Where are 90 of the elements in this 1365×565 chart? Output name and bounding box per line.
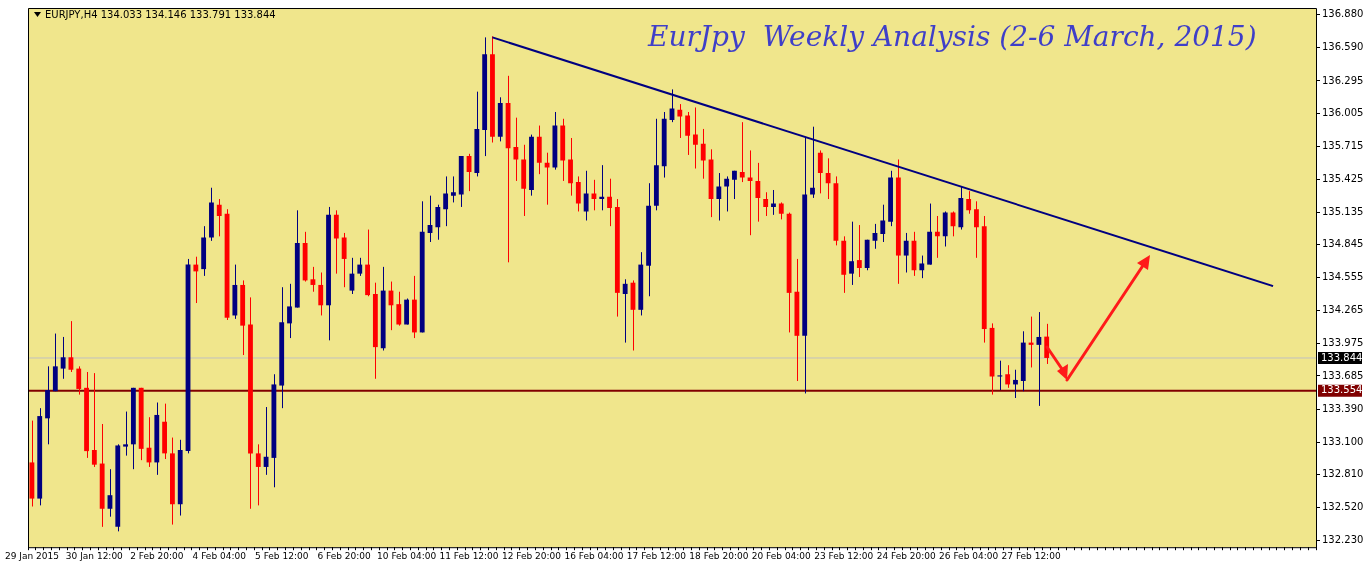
y-tick-label: 133.100: [1322, 435, 1364, 447]
candlestick: [544, 152, 550, 206]
candlestick: [193, 256, 199, 304]
x-tick-label: 12 Feb 20:00: [501, 550, 562, 561]
text: EurJpy Weekly Analysis (2-6 March, 2015): [648, 20, 1257, 53]
candlestick: [677, 103, 683, 139]
candlestick: [76, 365, 82, 396]
y-tick-label: 136.005: [1322, 107, 1364, 119]
candlestick: [810, 126, 815, 199]
x-tick-label: 29 Jan 2015: [4, 550, 59, 561]
candlestick: [724, 175, 730, 212]
candlestick: [443, 175, 449, 227]
candlestick: [451, 175, 456, 203]
candlestick: [318, 272, 324, 316]
candlestick: [216, 198, 222, 237]
x-tick-label: 20 Feb 04:00: [751, 550, 812, 561]
candlestick: [396, 291, 402, 327]
candlestick: [91, 372, 97, 468]
candlestick: [333, 209, 339, 275]
y-tick-label: 133.390: [1322, 402, 1364, 414]
candlestick: [575, 175, 581, 212]
x-tick-label: 18 Feb 20:00: [689, 550, 749, 561]
candlestick: [942, 210, 948, 248]
candlestick: [1005, 364, 1011, 389]
candlestick: [1013, 369, 1018, 399]
candlestick: [974, 200, 979, 259]
candlestick: [966, 190, 972, 215]
candlestick: [435, 204, 441, 241]
x-tick-label: 17 Feb 12:00: [626, 550, 687, 561]
y-tick-label: 134.555: [1322, 271, 1364, 283]
candlestick: [763, 191, 769, 217]
candlestick: [732, 170, 737, 200]
candlestick: [513, 117, 519, 182]
candlestick: [739, 121, 745, 183]
candlestick: [771, 189, 776, 216]
y-tick-label: 136.295: [1322, 74, 1364, 86]
candlestick: [1036, 311, 1042, 407]
x-tick-label: 2 Feb 20:00: [130, 550, 184, 561]
x-tick-label: 24 Feb 20:00: [876, 550, 936, 561]
ref-line-label: 133.554: [1321, 384, 1363, 396]
y-tick-label: 132.810: [1322, 468, 1364, 480]
candlestick: [856, 224, 862, 278]
candlestick: [263, 406, 269, 476]
x-tick-label: 27 Feb 12:00: [1001, 550, 1061, 561]
x-tick-label: 16 Feb 04:00: [564, 550, 624, 561]
x-tick-label: 10 Feb 04:00: [377, 550, 437, 561]
x-tick-label: 26 Feb 04:00: [939, 550, 999, 561]
candlestick: [60, 336, 66, 380]
y-tick-label: 135.135: [1322, 205, 1364, 217]
candlestick: [825, 157, 831, 200]
y-tick-label: 135.425: [1322, 172, 1364, 184]
candlestick: [700, 128, 706, 180]
candlestick: [755, 162, 761, 223]
ref-line-label: 133.844: [1321, 351, 1363, 363]
candlestick: [568, 137, 573, 197]
candlestick: [903, 232, 909, 274]
y-tick-label: 133.685: [1322, 369, 1364, 381]
candlestick: [123, 411, 128, 457]
x-tick-label: 30 Jan 12:00: [65, 550, 124, 561]
candlestick: [849, 221, 854, 286]
candlestick: [607, 178, 612, 227]
candlestick: [880, 204, 886, 243]
candlestick: [255, 443, 261, 506]
candlestick: [357, 257, 363, 277]
x-tick-label: 23 Feb 12:00: [814, 550, 874, 561]
candlestick: [341, 232, 347, 288]
y-tick-label: 132.520: [1322, 501, 1364, 513]
y-tick-label: 136.880: [1322, 8, 1364, 20]
candlestick: [997, 360, 1003, 391]
y-tick-label: 134.265: [1322, 303, 1364, 315]
candlestick: [622, 278, 628, 344]
x-tick-label: 11 Feb 12:00: [439, 550, 499, 561]
candlestick: [583, 170, 589, 222]
y-tick-label: 132.230: [1322, 534, 1364, 546]
y-tick-label: 134.845: [1322, 238, 1364, 250]
x-tick-label: 4 Feb 04:00: [192, 550, 247, 561]
x-tick-label: 5 Feb 12:00: [255, 550, 309, 561]
y-tick-label: 135.715: [1322, 140, 1364, 152]
candlestick: [693, 106, 698, 170]
y-tick-label: 133.975: [1322, 336, 1364, 348]
x-tick-label: 6 Feb 20:00: [317, 550, 372, 561]
candlestick: [599, 164, 605, 211]
candlestick: [287, 283, 292, 339]
candlestick: [919, 255, 925, 279]
candlestick: [685, 111, 691, 156]
candlestick: [934, 215, 940, 259]
candlestick: [817, 149, 823, 194]
chart-subtitle: EURJPY,H4 134.033 134.146 133.791 133.844: [45, 9, 276, 20]
candlestick: [716, 172, 722, 222]
y-tick-label: 136.590: [1322, 41, 1364, 53]
